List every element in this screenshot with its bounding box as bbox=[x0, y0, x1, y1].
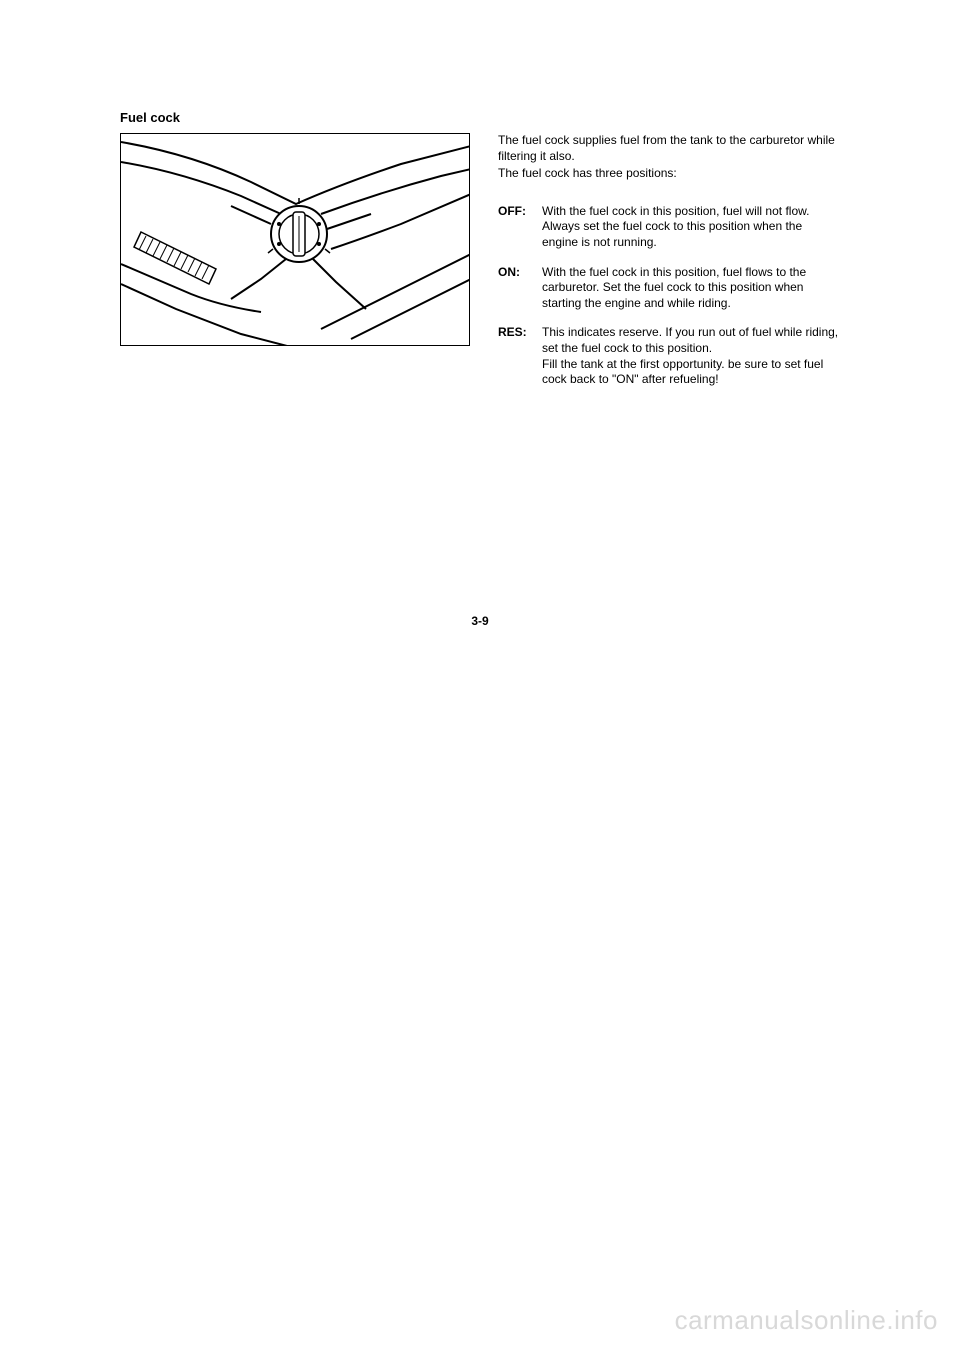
striped-panel bbox=[134, 232, 216, 284]
position-desc: This indicates reserve. If you run out o… bbox=[542, 325, 840, 387]
position-desc: With the fuel cock in this position, fue… bbox=[542, 204, 840, 251]
position-label: OFF: bbox=[498, 204, 542, 251]
position-label: RES: bbox=[498, 325, 542, 387]
page-content: Fuel cock bbox=[120, 110, 840, 402]
description-column: The fuel cock supplies fuel from the tan… bbox=[498, 133, 840, 402]
position-on: ON: With the fuel cock in this position,… bbox=[498, 265, 840, 312]
fuel-cock-valve bbox=[268, 198, 330, 262]
figure-column bbox=[120, 133, 470, 346]
intro-text-1: The fuel cock supplies fuel from the tan… bbox=[498, 133, 840, 164]
position-label: ON: bbox=[498, 265, 542, 312]
position-res: RES: This indicates reserve. If you run … bbox=[498, 325, 840, 387]
position-desc: With the fuel cock in this position, fue… bbox=[542, 265, 840, 312]
watermark-text: carmanualsonline.info bbox=[675, 1305, 938, 1336]
page-number: 3-9 bbox=[0, 614, 960, 628]
fuel-cock-diagram bbox=[121, 134, 470, 346]
position-off: OFF: With the fuel cock in this position… bbox=[498, 204, 840, 251]
fuel-cock-figure bbox=[120, 133, 470, 346]
section-heading: Fuel cock bbox=[120, 110, 840, 125]
two-column-layout: The fuel cock supplies fuel from the tan… bbox=[120, 133, 840, 402]
intro-text-2: The fuel cock has three positions: bbox=[498, 166, 840, 182]
